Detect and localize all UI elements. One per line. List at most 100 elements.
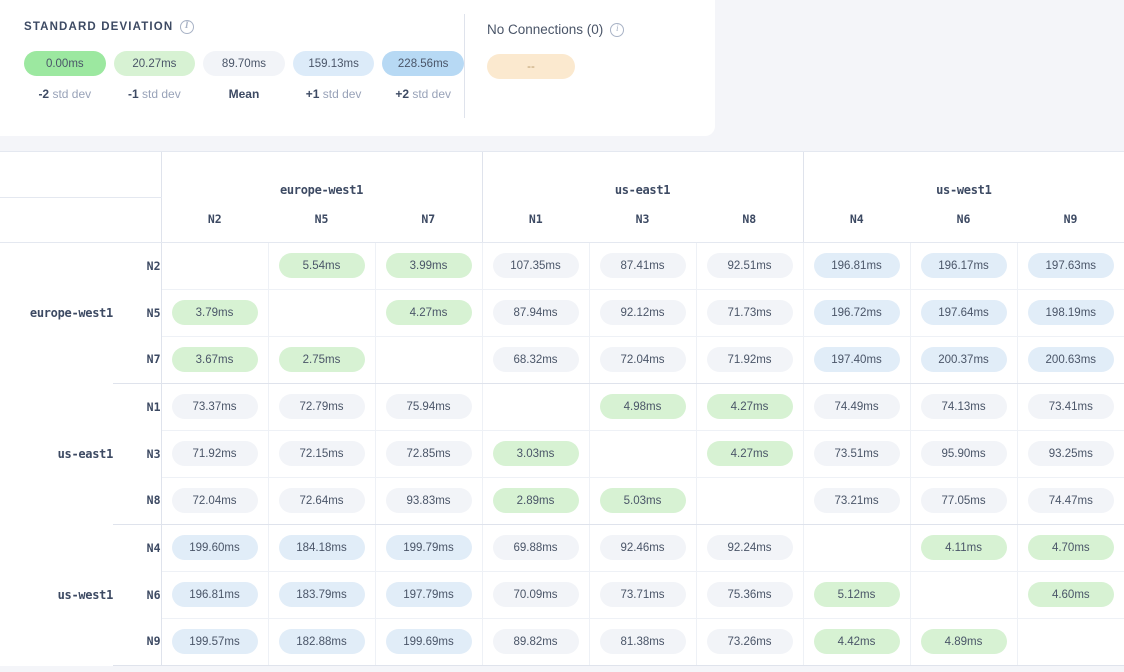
latency-cell[interactable]: 4.60ms: [1017, 571, 1124, 619]
std-dev-title: STANDARD DEVIATION: [24, 21, 174, 33]
latency-cell[interactable]: 73.71ms: [589, 571, 697, 619]
latency-cell[interactable]: 89.82ms: [481, 618, 590, 666]
latency-cell[interactable]: 196.72ms: [802, 289, 911, 337]
latency-cell[interactable]: [589, 430, 697, 478]
latency-cell[interactable]: [1017, 618, 1124, 666]
latency-cell[interactable]: 199.69ms: [375, 618, 483, 666]
latency-cell[interactable]: 200.37ms: [910, 336, 1018, 384]
latency-cell[interactable]: 71.92ms: [696, 336, 804, 384]
latency-cell[interactable]: [375, 336, 483, 384]
latency-cell[interactable]: 68.32ms: [481, 336, 590, 384]
latency-cell[interactable]: 75.94ms: [375, 383, 483, 431]
latency-cell[interactable]: 4.89ms: [910, 618, 1018, 666]
latency-cell[interactable]: 95.90ms: [910, 430, 1018, 478]
latency-cell[interactable]: 77.05ms: [910, 477, 1018, 525]
latency-cell[interactable]: 92.12ms: [589, 289, 697, 337]
latency-pill: 93.83ms: [385, 488, 472, 513]
latency-cell[interactable]: 183.79ms: [268, 571, 376, 619]
latency-cell[interactable]: 4.11ms: [910, 524, 1018, 572]
latency-cell[interactable]: [910, 571, 1018, 619]
latency-cell[interactable]: 197.63ms: [1017, 242, 1124, 290]
latency-cell[interactable]: 107.35ms: [481, 242, 590, 290]
latency-cell[interactable]: 92.51ms: [696, 242, 804, 290]
latency-pill: 4.27ms: [385, 300, 472, 325]
table-row: us-east1 N1 73.37ms 72.79ms 75.94ms 4.98ms 4.2…: [0, 383, 1124, 461]
latency-cell[interactable]: 196.81ms: [160, 571, 269, 619]
latency-cell[interactable]: 73.51ms: [802, 430, 911, 478]
latency-cell[interactable]: 72.04ms: [589, 336, 697, 384]
latency-cell[interactable]: 200.63ms: [1017, 336, 1124, 384]
latency-cell[interactable]: 73.37ms: [160, 383, 269, 431]
latency-cell[interactable]: 69.88ms: [481, 524, 590, 572]
latency-cell[interactable]: 198.19ms: [1017, 289, 1124, 337]
latency-pill: 2.75ms: [278, 347, 365, 372]
latency-cell[interactable]: [802, 524, 911, 572]
latency-pill: 71.92ms: [171, 441, 258, 466]
latency-cell[interactable]: 74.13ms: [910, 383, 1018, 431]
latency-pill: 4.60ms: [1027, 582, 1114, 607]
latency-cell[interactable]: 5.03ms: [589, 477, 697, 525]
latency-cell[interactable]: 4.27ms: [696, 430, 804, 478]
latency-cell[interactable]: 3.79ms: [160, 289, 269, 337]
latency-cell[interactable]: 92.46ms: [589, 524, 697, 572]
latency-cell[interactable]: [481, 383, 590, 431]
latency-cell[interactable]: 197.79ms: [375, 571, 483, 619]
latency-cell[interactable]: 197.40ms: [802, 336, 911, 384]
latency-cell[interactable]: 72.85ms: [375, 430, 483, 478]
latency-cell[interactable]: 196.81ms: [802, 242, 911, 290]
latency-cell[interactable]: 5.54ms: [268, 242, 376, 290]
latency-cell[interactable]: 92.24ms: [696, 524, 804, 572]
latency-pill: 92.46ms: [599, 535, 686, 560]
latency-cell[interactable]: 93.25ms: [1017, 430, 1124, 478]
latency-cell[interactable]: 4.42ms: [802, 618, 911, 666]
latency-cell[interactable]: [268, 289, 376, 337]
latency-cell[interactable]: 4.27ms: [696, 383, 804, 431]
latency-pill: 4.98ms: [599, 394, 686, 419]
latency-cell[interactable]: 81.38ms: [589, 618, 697, 666]
latency-cell[interactable]: 87.41ms: [589, 242, 697, 290]
row-node-label: N7: [113, 336, 162, 384]
table-row: N9 199.57ms 182.88ms 199.69ms 89.82ms 81.38ms…: [0, 618, 1124, 666]
latency-cell[interactable]: 2.75ms: [268, 336, 376, 384]
latency-cell[interactable]: 3.03ms: [481, 430, 590, 478]
latency-cell[interactable]: 199.79ms: [375, 524, 483, 572]
latency-cell[interactable]: 197.64ms: [910, 289, 1018, 337]
latency-cell[interactable]: 3.99ms: [375, 242, 483, 290]
latency-cell[interactable]: 74.49ms: [802, 383, 911, 431]
latency-cell[interactable]: [160, 242, 269, 290]
latency-cell[interactable]: 5.12ms: [802, 571, 911, 619]
latency-pill: 92.51ms: [706, 253, 793, 278]
latency-cell[interactable]: 87.94ms: [481, 289, 590, 337]
latency-cell[interactable]: 73.26ms: [696, 618, 804, 666]
latency-pill: 95.90ms: [920, 441, 1007, 466]
latency-cell[interactable]: 74.47ms: [1017, 477, 1124, 525]
latency-cell[interactable]: 4.27ms: [375, 289, 483, 337]
std-dev-pill-label: -1 std dev: [128, 87, 181, 101]
latency-cell[interactable]: 199.60ms: [160, 524, 269, 572]
latency-cell[interactable]: 75.36ms: [696, 571, 804, 619]
latency-cell[interactable]: 3.67ms: [160, 336, 269, 384]
row-node-label: N8: [113, 477, 162, 525]
latency-cell[interactable]: 2.89ms: [481, 477, 590, 525]
latency-cell[interactable]: [696, 477, 804, 525]
latency-cell[interactable]: 70.09ms: [481, 571, 590, 619]
latency-cell[interactable]: 4.70ms: [1017, 524, 1124, 572]
latency-pill: 81.38ms: [599, 629, 686, 654]
latency-cell[interactable]: 72.79ms: [268, 383, 376, 431]
latency-cell[interactable]: 72.04ms: [160, 477, 269, 525]
latency-cell[interactable]: 199.57ms: [160, 618, 269, 666]
latency-cell[interactable]: 72.15ms: [268, 430, 376, 478]
latency-cell[interactable]: 196.17ms: [910, 242, 1018, 290]
latency-pill: [707, 486, 793, 511]
latency-cell[interactable]: 72.64ms: [268, 477, 376, 525]
latency-cell[interactable]: 71.73ms: [696, 289, 804, 337]
info-icon[interactable]: i: [610, 22, 625, 37]
latency-cell[interactable]: 93.83ms: [375, 477, 483, 525]
latency-cell[interactable]: 182.88ms: [268, 618, 376, 666]
latency-cell[interactable]: 184.18ms: [268, 524, 376, 572]
latency-cell[interactable]: 4.98ms: [589, 383, 697, 431]
latency-cell[interactable]: 73.41ms: [1017, 383, 1124, 431]
latency-cell[interactable]: 73.21ms: [802, 477, 911, 525]
latency-cell[interactable]: 71.92ms: [160, 430, 269, 478]
info-icon[interactable]: i: [180, 20, 195, 34]
